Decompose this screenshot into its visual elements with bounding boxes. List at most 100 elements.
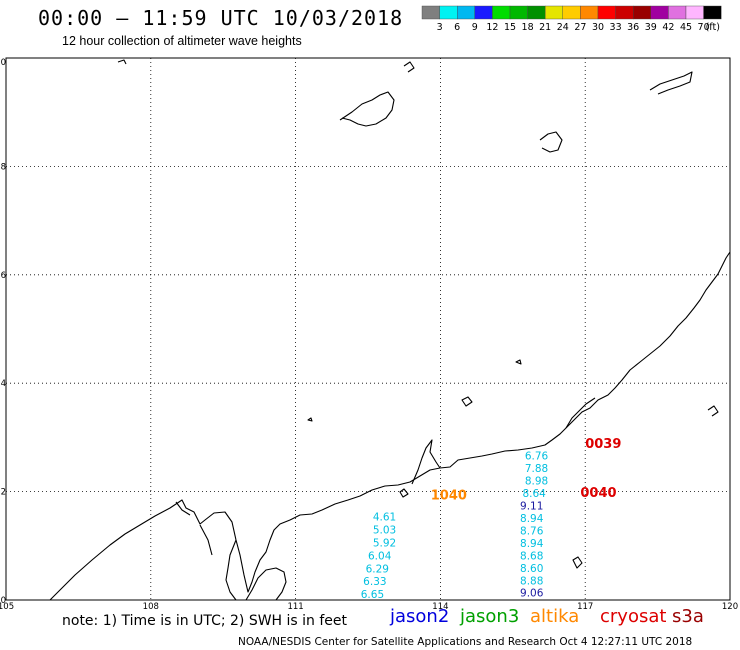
- wave-height-value: 7.88: [525, 463, 548, 475]
- leizhou-peninsula: [225, 539, 237, 601]
- legend-swatch: [633, 5, 652, 20]
- mainland-coast: [49, 251, 731, 601]
- legend-label: 3: [437, 22, 443, 33]
- coastline: [49, 59, 731, 601]
- wave-height-value: 8.64: [522, 488, 546, 500]
- satellite-label-jason3: jason3: [460, 606, 520, 627]
- latitude-tick-label: 28: [0, 162, 6, 172]
- hainan-island-coast: [245, 567, 287, 601]
- legend-label: 27: [574, 22, 586, 33]
- footer-credit: NOAA/NESDIS Center for Satellite Applica…: [238, 636, 693, 648]
- islet-4: [515, 359, 522, 365]
- color-legend: 3 6 9 12 15 18 21 24 27 30 33 36 39 42 45 70(ft): [421, 5, 722, 33]
- wave-height-value: 6.76: [525, 451, 549, 463]
- legend-label: 24: [557, 22, 569, 33]
- wave-height-value: 5.92: [373, 537, 396, 549]
- latitude-tick-label: 24: [0, 379, 6, 389]
- pass-time-label: 0040: [580, 486, 616, 501]
- legend-swatch: [421, 5, 440, 20]
- wave-height-value: 8.68: [520, 550, 543, 562]
- legend-label: 45: [680, 22, 692, 33]
- pearl-river-delta: [411, 439, 441, 485]
- wave-height-value: 6.65: [361, 589, 384, 601]
- wave-height-value: 9.06: [520, 588, 544, 600]
- legend-label: 39: [645, 22, 657, 33]
- longitude-tick-label: 120: [722, 602, 738, 612]
- legend-swatch: [474, 5, 493, 20]
- inland-river-1: [175, 501, 191, 516]
- wave-height-value: 9.11: [520, 500, 543, 512]
- longitude-tick-label: 117: [577, 602, 593, 612]
- wave-height-value: 8.94: [520, 538, 544, 550]
- latitude-tick-label: 26: [0, 271, 6, 281]
- page-title: 00:00 – 11:59 UTC 10/03/2018: [38, 6, 404, 30]
- legend-swatch: [597, 5, 616, 20]
- legend-swatch: [650, 5, 669, 20]
- upper-river-4: [403, 61, 415, 73]
- wave-height-value: 8.94: [520, 513, 544, 525]
- upper-river-2: [539, 131, 563, 153]
- islet-5: [399, 488, 409, 498]
- longitude-tick-label: 105: [0, 602, 14, 612]
- satellite-label-cryosat: cryosat: [600, 606, 667, 627]
- legend-label: 18: [522, 22, 534, 33]
- legend-label: 9: [472, 22, 478, 33]
- wave-height-value: 4.61: [373, 511, 396, 523]
- upper-river-5: [117, 59, 127, 65]
- longitude-tick-label: 108: [143, 602, 159, 612]
- wave-height-value: 6.33: [363, 576, 386, 588]
- satellite-label-s3a: s3a: [672, 606, 704, 627]
- taiwan-strait-coast-1: [565, 397, 596, 429]
- legend-swatch: [492, 5, 511, 20]
- wave-height-value: 8.60: [520, 563, 543, 575]
- longitude-tick-label: 114: [432, 602, 448, 612]
- map-graticule: [6, 58, 730, 600]
- satellite-label-jason2: jason2: [390, 606, 450, 627]
- legend-unit: (ft): [706, 22, 720, 33]
- wave-height-value: 8.88: [520, 575, 543, 587]
- upper-river-3: [649, 71, 693, 95]
- taiwan-coast-edge: [707, 405, 719, 417]
- map-frame: [5, 57, 731, 601]
- legend-swatch: [545, 5, 564, 20]
- islet-2: [572, 556, 583, 569]
- wave-height-readings: 4.615.035.926.046.296.336.65 1040 6.767.88…: [361, 437, 622, 601]
- legend-swatch: [685, 5, 704, 20]
- islet-1: [461, 396, 473, 407]
- legend-swatch: [615, 5, 634, 20]
- legend-label: 21: [539, 22, 551, 33]
- legend-swatch: [439, 5, 458, 20]
- legend-label: 33: [610, 22, 622, 33]
- latitude-tick-label: 30: [0, 58, 6, 68]
- legend-label: 42: [662, 22, 674, 33]
- legend-label: 12: [486, 22, 498, 33]
- latitude-tick-label: 20: [0, 596, 6, 606]
- longitude-tick-label: 111: [287, 602, 303, 612]
- footer-note: note: 1) Time is in UTC; 2) SWH is in fe…: [62, 613, 348, 629]
- legend-swatch: [668, 5, 687, 20]
- legend-label: 70: [698, 22, 710, 33]
- wave-height-value: 6.29: [366, 563, 389, 575]
- legend-swatch: [580, 5, 599, 20]
- legend-label: 15: [504, 22, 516, 33]
- legend-label: 36: [627, 22, 639, 33]
- latitude-tick-label: 22: [0, 488, 6, 498]
- wave-height-value: 5.03: [373, 524, 396, 536]
- axis-tick-labels: 105 108 111 114 117 120 20 22 24 26 28 30: [0, 58, 738, 612]
- legend-swatch: [457, 5, 476, 20]
- legend-swatch: [562, 5, 581, 20]
- page-subtitle: 12 hour collection of altimeter wave hei…: [62, 34, 302, 48]
- wave-height-value: 8.76: [520, 525, 544, 537]
- inland-river-2: [199, 524, 213, 556]
- legend-swatch: [509, 5, 528, 20]
- pass-time-label: 0039: [585, 437, 621, 452]
- legend-label: 30: [592, 22, 604, 33]
- satellite-label-altika: altika: [530, 606, 580, 627]
- pass-time-label: 1040: [431, 489, 467, 504]
- islet-3: [307, 417, 313, 422]
- legend-label: 6: [454, 22, 460, 33]
- upper-river-1: [339, 91, 395, 127]
- wave-height-value: 8.98: [525, 476, 548, 488]
- legend-swatch: [703, 5, 722, 20]
